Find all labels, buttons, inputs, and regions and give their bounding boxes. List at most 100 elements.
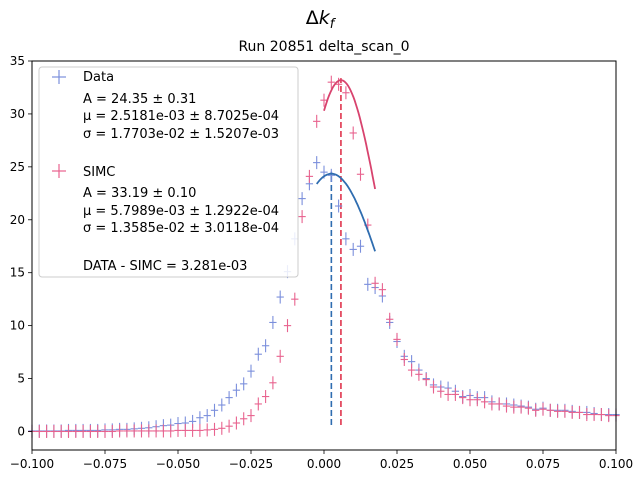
simc-point [57, 424, 65, 438]
simc-point [407, 363, 416, 377]
y-tick-label: 35 [10, 54, 25, 68]
simc-point [94, 424, 102, 438]
x-tick-label: 0.075 [526, 457, 560, 471]
simc-point [429, 380, 438, 394]
legend-data-A: A = 24.35 ± 0.31 [83, 92, 196, 107]
simc-point [188, 423, 197, 437]
data-point [356, 239, 365, 253]
x-tick-label: −0.075 [83, 457, 127, 471]
simc-point [108, 424, 116, 438]
simc-point [137, 424, 146, 438]
simc-point [159, 424, 168, 438]
simc-point [437, 384, 445, 398]
simc-point [196, 423, 204, 437]
simc-point [415, 367, 423, 381]
simc-point [174, 423, 182, 437]
simc-point [583, 408, 591, 422]
legend-difference: DATA - SIMC = 3.281e-03 [83, 259, 247, 274]
data-point [313, 156, 321, 170]
simc-point [517, 400, 525, 414]
simc-point [50, 424, 58, 438]
simc-point [218, 421, 226, 435]
simc-point [123, 424, 131, 438]
data-point [298, 192, 306, 206]
data-point [349, 242, 357, 256]
data-point [210, 403, 219, 417]
data-point [254, 347, 262, 361]
y-tick-label: 10 [10, 319, 25, 333]
chart-suptitle: Δkf [306, 7, 337, 32]
simc-point [488, 397, 496, 411]
simc-point [145, 424, 153, 438]
simc-point [371, 276, 379, 290]
data-point [247, 364, 255, 378]
simc-point [115, 424, 124, 438]
simc-point [473, 393, 481, 407]
simc-point [225, 419, 233, 433]
x-tick-label: 0.000 [307, 457, 341, 471]
simc-point [422, 373, 430, 387]
data-point [218, 398, 226, 412]
x-tick-label: −0.025 [229, 457, 273, 471]
simc-point [167, 424, 175, 438]
legend-data-label: Data [83, 70, 114, 85]
data-point [225, 391, 233, 405]
simc-point [597, 408, 606, 422]
legend-simc-sigma: σ = 1.3585e-02 ± 3.0118e-04 [83, 221, 279, 236]
legend-simc-marker [52, 164, 66, 178]
legend-data-mu: μ = 2.5181e-03 ± 8.7025e-04 [83, 109, 279, 124]
data-point [240, 377, 248, 391]
simc-point [386, 312, 394, 326]
simc-point [546, 403, 554, 417]
simc-point [79, 424, 87, 438]
axes-frame [31, 60, 617, 451]
simc-point [152, 424, 160, 438]
simc-point [451, 387, 460, 401]
simc-point [553, 404, 562, 418]
simc-point [42, 424, 51, 438]
x-tick-label: 0.025 [380, 457, 414, 471]
simc-point [568, 405, 576, 419]
data-point [364, 277, 372, 291]
simc-point [590, 408, 598, 422]
simc-point [240, 412, 248, 426]
simc-point [400, 352, 408, 366]
data-point [276, 290, 284, 304]
simc-point [247, 409, 255, 423]
x-tick-label: −0.050 [156, 457, 200, 471]
simc-point [232, 416, 241, 430]
simc-fit-curve [323, 79, 376, 190]
legend: Data A = 24.35 ± 0.31 μ = 2.5181e-03 ± 8… [38, 66, 299, 278]
chart-title: Run 20851 delta_scan_0 [238, 39, 409, 55]
data-point [203, 409, 211, 423]
axis-ticks: −0.100 −0.075 −0.050 −0.025 0.000 0.025 0.050 0… [10, 54, 633, 471]
simc-point [130, 424, 138, 438]
data-point [232, 383, 241, 397]
simc-point [72, 424, 80, 438]
simc-point [502, 399, 511, 413]
simc-point [210, 422, 219, 436]
simc-point [261, 390, 270, 404]
simc-point [64, 424, 73, 438]
data-point [327, 168, 335, 182]
data-point [261, 339, 270, 353]
simc-point [605, 409, 613, 423]
simc-point [305, 169, 314, 183]
simc-point [510, 400, 518, 414]
simc-point [181, 423, 189, 437]
simc-point [342, 86, 350, 100]
legend-data-sigma: σ = 1.7703e-02 ± 1.5207e-03 [83, 127, 279, 142]
simc-point [378, 283, 387, 297]
simc-point [313, 114, 321, 128]
simc-point [495, 397, 503, 411]
simc-point [524, 401, 533, 415]
simc-point [35, 424, 43, 438]
y-tick-label: 0 [17, 424, 25, 438]
simc-point [575, 405, 584, 419]
legend-simc-A: A = 33.19 ± 0.10 [83, 186, 196, 201]
simc-point [459, 391, 467, 405]
y-tick-label: 25 [10, 160, 25, 174]
x-tick-label: 0.050 [453, 457, 487, 471]
simc-point [86, 424, 95, 438]
